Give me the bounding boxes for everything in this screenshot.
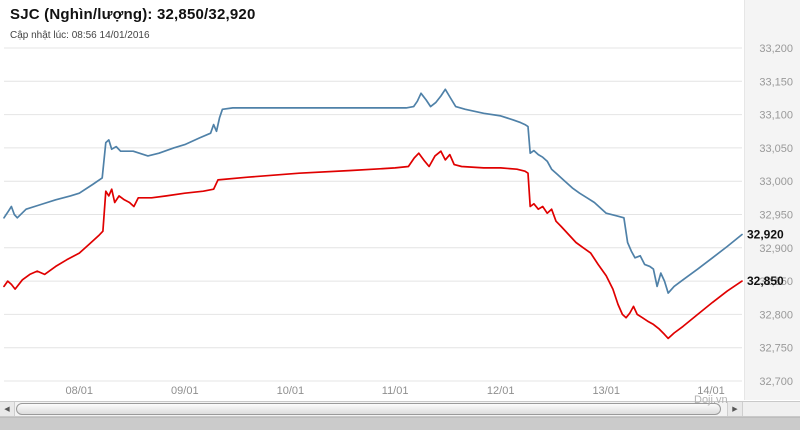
- blue-line-current-value: 32,920: [747, 227, 784, 241]
- y-axis-label: 32,750: [759, 343, 793, 355]
- scrollbar-thumb[interactable]: [16, 403, 721, 415]
- y-axis-label: 32,700: [759, 376, 793, 388]
- scrollbar-track[interactable]: [15, 402, 727, 416]
- red-line-current-value: 32,850: [747, 274, 784, 288]
- chart-header: SJC (Nghìn/lượng): 32,850/32,920 Cập nhậ…: [10, 6, 256, 41]
- bottom-bar: [0, 417, 800, 430]
- y-axis-label: 33,200: [759, 43, 793, 55]
- x-axis-label: 14/01: [697, 385, 725, 397]
- scroll-left-button[interactable]: ◀: [0, 402, 15, 416]
- watermark: Doji.vn: [694, 394, 728, 406]
- y-axis-label: 32,900: [759, 243, 793, 255]
- price-line-chart: 33,200 33,150 33,100 33,050 33,000 32,950 32,9…: [3, 43, 793, 397]
- y-axis-label: 33,000: [759, 176, 793, 188]
- updated-at-text: Cập nhật lúc: 08:56 14/01/2016: [10, 30, 150, 41]
- x-axis-label: 08/01: [66, 385, 94, 397]
- horizontal-scrollbar[interactable]: ◀ ▶: [0, 401, 800, 417]
- scroll-right-button[interactable]: ▶: [727, 402, 743, 416]
- scrollbar-empty-area: [743, 402, 800, 416]
- red-line-series: [3, 150, 743, 340]
- scroll-left-icon: ◀: [4, 406, 10, 413]
- y-axis-label: 32,950: [759, 210, 793, 222]
- x-axis-label: 11/01: [382, 385, 409, 397]
- y-axis-label: 32,850: [759, 276, 793, 288]
- x-axis-label: 09/01: [171, 385, 199, 397]
- y-axis-label: 32,800: [759, 309, 793, 321]
- y-axis-label: 33,150: [759, 76, 793, 88]
- y-axis-label: 33,100: [759, 110, 793, 122]
- blue-line-series: [3, 88, 743, 294]
- x-axis-label: 10/01: [277, 385, 305, 397]
- x-axis-label: 12/01: [487, 385, 515, 397]
- y-axis-label: 33,050: [759, 143, 793, 155]
- y-axis-panel: [744, 0, 800, 400]
- x-axis-label: 13/01: [592, 385, 620, 397]
- scroll-right-icon: ▶: [732, 406, 738, 413]
- page-title: SJC (Nghìn/lượng): 32,850/32,920: [10, 6, 256, 23]
